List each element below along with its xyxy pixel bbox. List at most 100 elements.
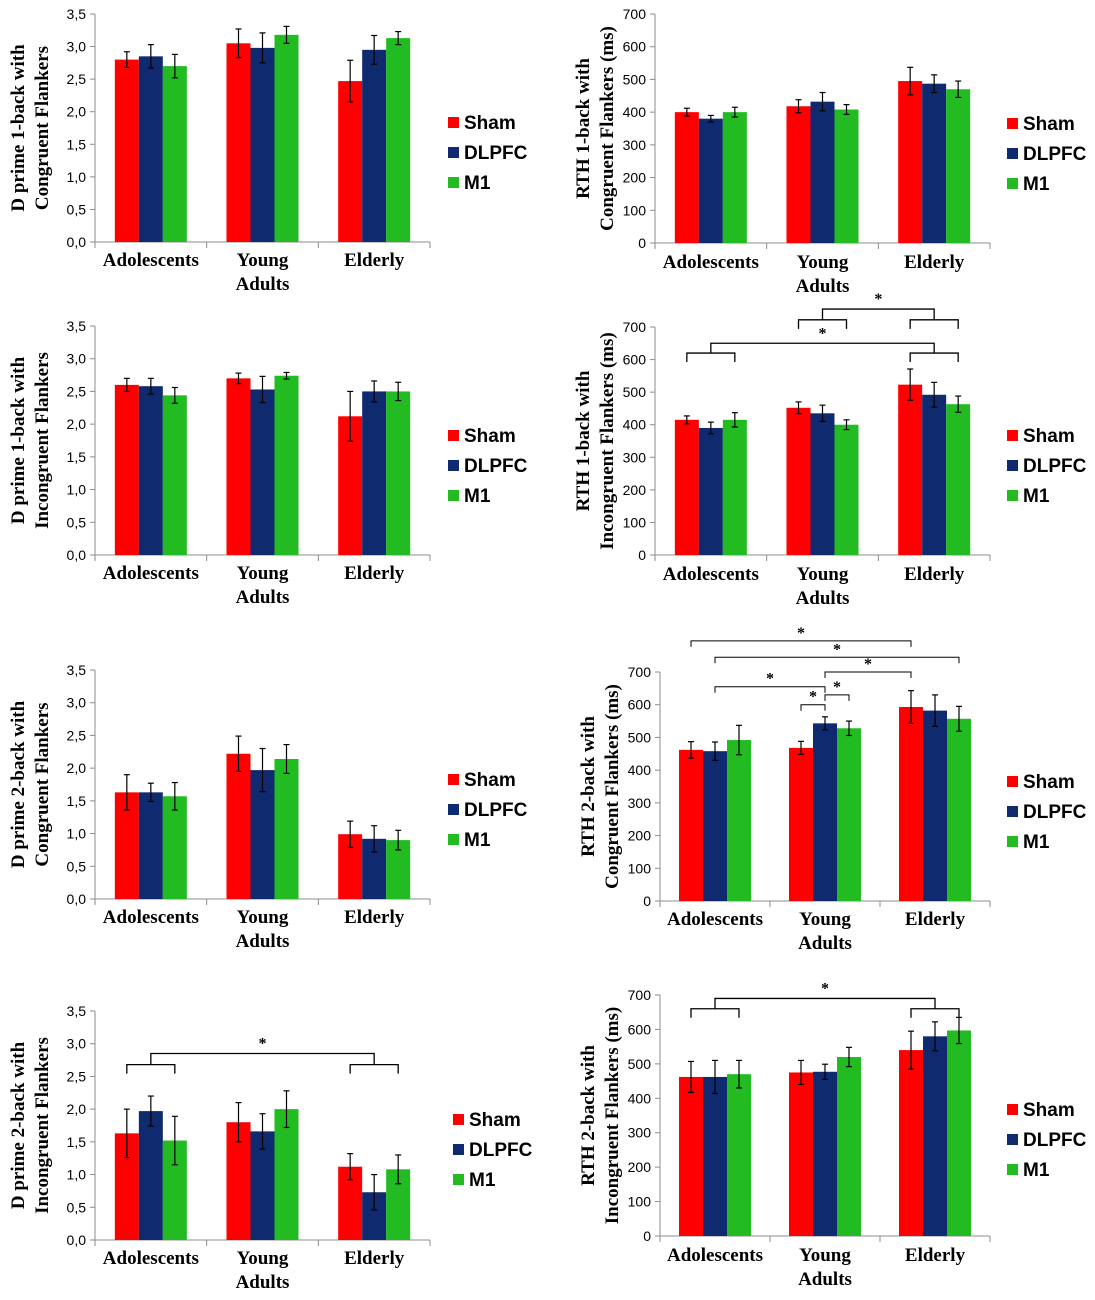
y-tick-label: 500 bbox=[623, 384, 647, 400]
y-tick-label: 3,0 bbox=[67, 351, 87, 367]
y-tick-label: 2,0 bbox=[67, 1101, 87, 1117]
y-tick-label: 0 bbox=[638, 547, 646, 563]
legend-swatch bbox=[1007, 178, 1018, 189]
y-tick-label: 200 bbox=[623, 170, 647, 186]
legend-swatch bbox=[1007, 490, 1018, 501]
y-axis-label: RTH 1-back with bbox=[573, 58, 594, 199]
y-tick-label: 1,0 bbox=[67, 482, 87, 498]
bar bbox=[338, 81, 363, 243]
y-tick-label: 2,0 bbox=[67, 104, 87, 120]
significance-star: * bbox=[874, 291, 882, 308]
x-category-label: Adolescents bbox=[663, 252, 759, 273]
bar bbox=[386, 391, 411, 555]
x-category-label: Young bbox=[237, 1248, 289, 1269]
y-tick-label: 2,5 bbox=[67, 1068, 87, 1084]
y-axis-label: D prime 1-back with bbox=[8, 356, 29, 524]
legend-label: DLPFC bbox=[1023, 802, 1087, 823]
legend-label: Sham bbox=[1023, 772, 1075, 793]
bar bbox=[922, 394, 947, 555]
legend-label: DLPFC bbox=[1023, 144, 1087, 165]
y-tick-label: 1,0 bbox=[67, 826, 87, 842]
x-category-label: Adults bbox=[798, 933, 852, 954]
bar bbox=[722, 112, 747, 244]
y-tick-label: 3,0 bbox=[67, 39, 87, 55]
legend-swatch bbox=[1007, 460, 1018, 471]
y-axis-label: Incongruent Flankers (ms) bbox=[597, 332, 618, 549]
legend-label: DLPFC bbox=[469, 1140, 533, 1161]
y-tick-label: 0,0 bbox=[67, 547, 87, 563]
bar bbox=[162, 66, 187, 242]
chart-panel: 0 100 200 300 400 500 600 700 Adolescents Young Ad… bbox=[573, 6, 1087, 297]
y-tick-label: 500 bbox=[623, 71, 647, 87]
bar bbox=[837, 728, 861, 901]
legend-label: M1 bbox=[464, 830, 491, 851]
y-axis-label: RTH 2-back with bbox=[578, 716, 599, 857]
legend-label: Sham bbox=[464, 770, 516, 791]
x-category-label: Elderly bbox=[904, 564, 965, 585]
x-category-label: Young bbox=[799, 909, 851, 930]
y-tick-label: 300 bbox=[623, 137, 647, 153]
legend-swatch bbox=[448, 490, 459, 501]
bar bbox=[834, 109, 859, 243]
bar bbox=[250, 47, 275, 243]
significance-line bbox=[824, 694, 850, 701]
legend-label: DLPFC bbox=[1023, 456, 1087, 477]
legend-swatch bbox=[1007, 806, 1018, 817]
legend-label: Sham bbox=[464, 426, 516, 447]
bar bbox=[813, 723, 837, 901]
x-category-label: Elderly bbox=[344, 563, 405, 584]
y-tick-label: 400 bbox=[628, 1090, 652, 1106]
y-tick-label: 700 bbox=[628, 987, 652, 1003]
x-category-label: Adults bbox=[236, 1272, 290, 1293]
bar bbox=[674, 112, 699, 244]
bar bbox=[138, 792, 163, 899]
legend-label: M1 bbox=[1023, 174, 1050, 195]
legend-swatch bbox=[1007, 836, 1018, 847]
bar bbox=[138, 56, 163, 242]
y-axis-label: Congruent Flankers bbox=[32, 702, 53, 866]
bar bbox=[947, 718, 971, 901]
y-tick-label: 700 bbox=[623, 319, 647, 335]
bar bbox=[114, 384, 139, 555]
x-category-label: Young bbox=[237, 563, 289, 584]
y-tick-label: 400 bbox=[628, 762, 652, 778]
bar bbox=[813, 1071, 837, 1236]
legend-swatch bbox=[1007, 148, 1018, 159]
significance-bracket bbox=[910, 1008, 960, 1018]
x-category-label: Elderly bbox=[904, 252, 965, 273]
significance-bracket bbox=[690, 1008, 740, 1018]
legend-label: DLPFC bbox=[464, 800, 528, 821]
x-category-label: Adolescents bbox=[103, 907, 199, 928]
y-tick-label: 500 bbox=[628, 1056, 652, 1072]
bar bbox=[947, 1030, 971, 1236]
legend-swatch bbox=[1007, 1134, 1018, 1145]
x-category-label: Adults bbox=[798, 1269, 852, 1290]
legend-label: Sham bbox=[1023, 114, 1075, 135]
x-category-label: Adults bbox=[236, 931, 290, 952]
bar bbox=[274, 1109, 299, 1240]
chart-panel: 0 100 200 300 400 500 600 700 Adolescents Young Ad… bbox=[578, 980, 1087, 1290]
y-tick-label: 0,5 bbox=[67, 1199, 87, 1215]
significance-bracket bbox=[909, 352, 959, 363]
legend-swatch bbox=[448, 460, 459, 471]
bar bbox=[362, 391, 387, 555]
bar bbox=[786, 407, 811, 555]
significance-line bbox=[800, 704, 826, 711]
bar bbox=[698, 427, 723, 555]
x-category-label: Adults bbox=[236, 274, 290, 295]
significance-line bbox=[714, 686, 826, 693]
y-tick-label: 3,5 bbox=[67, 662, 87, 678]
x-category-label: Adolescents bbox=[667, 1245, 763, 1266]
legend-label: Sham bbox=[469, 1110, 521, 1131]
legend-swatch bbox=[453, 1174, 464, 1185]
y-tick-label: 3,5 bbox=[67, 318, 87, 334]
significance-star: * bbox=[809, 689, 817, 706]
bar bbox=[786, 106, 811, 243]
bar bbox=[674, 419, 699, 555]
y-axis-label: Incongruent Flankers bbox=[32, 352, 53, 529]
bar bbox=[274, 758, 299, 899]
legend-swatch bbox=[448, 430, 459, 441]
legend-label: Sham bbox=[1023, 426, 1075, 447]
x-category-label: Elderly bbox=[905, 909, 966, 930]
